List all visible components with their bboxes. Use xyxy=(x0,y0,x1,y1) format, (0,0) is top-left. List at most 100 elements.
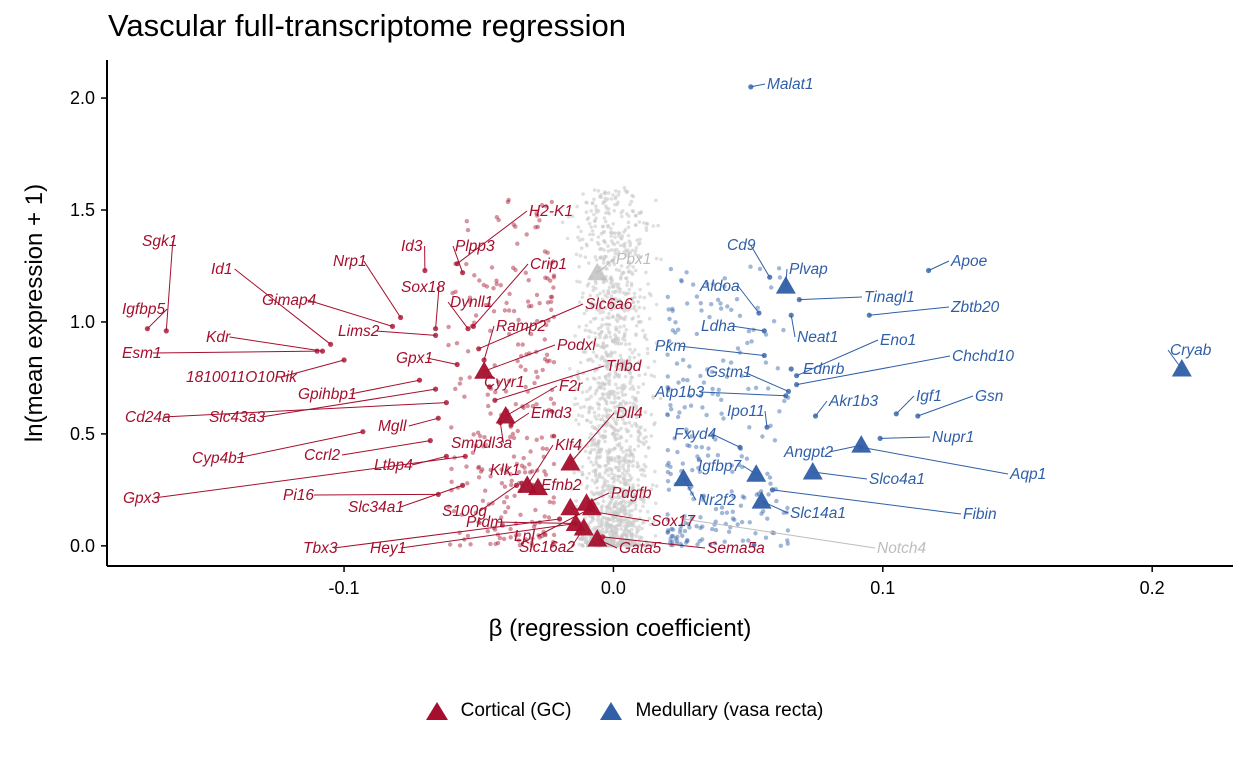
background-point-cortical xyxy=(549,307,554,312)
background-point xyxy=(597,450,602,455)
background-point xyxy=(619,236,623,240)
background-point-medullary xyxy=(734,297,740,302)
background-point xyxy=(613,382,618,387)
background-point xyxy=(605,507,610,512)
gene-label-sgk1: Sgk1 xyxy=(142,233,177,250)
background-point-cortical xyxy=(485,529,490,534)
background-point-cortical xyxy=(549,199,554,205)
background-point xyxy=(584,210,589,214)
gene-label-eno1: Eno1 xyxy=(880,332,916,349)
data-point-atp1b3 xyxy=(783,393,789,399)
background-point xyxy=(615,443,620,447)
data-point-cd9 xyxy=(767,274,773,280)
background-point xyxy=(612,530,616,535)
background-point-medullary xyxy=(716,387,721,392)
background-point xyxy=(625,535,629,540)
background-point-medullary xyxy=(679,279,684,284)
background-point xyxy=(630,375,635,380)
data-triangle-slco4a1 xyxy=(802,461,823,480)
background-point xyxy=(653,469,657,474)
y-axis-label: ln(mean expression + 1) xyxy=(21,184,48,442)
background-point-cortical xyxy=(515,428,520,434)
background-point-medullary xyxy=(746,329,752,334)
gene-label-thbd: Thbd xyxy=(606,358,643,375)
background-point-medullary xyxy=(747,425,752,430)
background-point-cortical xyxy=(540,446,545,451)
background-point xyxy=(631,300,636,305)
background-point-medullary xyxy=(700,524,705,529)
background-point xyxy=(627,530,631,534)
background-point xyxy=(601,414,605,418)
background-point xyxy=(653,534,658,538)
gene-label-h2-k1: H2-K1 xyxy=(529,203,573,220)
background-point-medullary xyxy=(674,361,680,366)
background-point xyxy=(655,484,659,488)
data-point-nrp1 xyxy=(398,314,404,321)
background-point-cortical xyxy=(522,470,528,475)
background-point-medullary xyxy=(665,412,670,417)
background-point-cortical xyxy=(476,475,482,480)
background-point-medullary xyxy=(746,386,751,392)
leader-line-nrp1 xyxy=(363,260,402,318)
background-point xyxy=(619,521,623,525)
background-point-medullary xyxy=(688,393,693,399)
background-point xyxy=(590,425,595,429)
background-point-cortical xyxy=(502,308,508,313)
gene-label-smpdl3a: Smpdl3a xyxy=(451,435,513,452)
background-point-cortical xyxy=(523,270,528,275)
background-point xyxy=(623,473,627,478)
data-point-igf1 xyxy=(893,411,899,417)
data-point-akr1b3 xyxy=(812,413,819,419)
background-point xyxy=(625,212,629,216)
background-point-cortical xyxy=(523,384,528,390)
background-point xyxy=(597,406,601,411)
background-point xyxy=(631,483,635,487)
background-point xyxy=(579,482,583,487)
background-point-cortical xyxy=(521,455,526,461)
background-point xyxy=(641,504,645,509)
data-point-h2-k1 xyxy=(454,261,460,267)
background-point xyxy=(582,404,587,409)
background-point xyxy=(606,290,610,295)
background-point xyxy=(603,407,607,411)
background-point-cortical xyxy=(494,215,499,220)
background-point xyxy=(646,446,651,450)
background-point xyxy=(632,295,637,300)
background-point-cortical xyxy=(471,432,476,437)
background-point-medullary xyxy=(670,533,676,539)
background-point-cortical xyxy=(551,360,557,365)
background-point xyxy=(578,360,583,365)
background-point-medullary xyxy=(709,369,715,374)
background-point xyxy=(627,262,632,267)
background-point xyxy=(612,393,617,398)
background-point xyxy=(645,509,650,514)
data-point-id3 xyxy=(422,267,428,274)
background-point-cortical xyxy=(473,443,478,448)
background-point xyxy=(595,210,599,214)
background-point xyxy=(583,328,588,333)
data-point-gpihbp1 xyxy=(416,377,423,383)
background-point xyxy=(573,334,577,338)
background-point-cortical xyxy=(551,461,557,467)
data-point-cd24a xyxy=(443,400,449,406)
background-point-medullary xyxy=(709,302,714,307)
background-point xyxy=(624,458,628,462)
background-point-cortical xyxy=(513,533,519,538)
background-point xyxy=(610,351,614,356)
background-point-medullary xyxy=(675,449,680,455)
background-point xyxy=(588,320,593,324)
background-point xyxy=(613,350,617,355)
background-point xyxy=(628,478,633,482)
leader-line-f2r xyxy=(505,385,558,417)
background-point-medullary xyxy=(666,388,671,393)
background-point xyxy=(634,223,638,228)
background-point xyxy=(608,501,613,505)
background-point-cortical xyxy=(551,541,557,546)
background-point xyxy=(620,509,624,514)
leader-line-cyp4b1 xyxy=(237,431,364,459)
gene-label-dynll1: Dynll1 xyxy=(450,294,493,311)
background-point xyxy=(627,421,632,425)
background-point-cortical xyxy=(493,541,498,547)
background-point-cortical xyxy=(477,278,482,283)
background-point xyxy=(635,461,640,465)
